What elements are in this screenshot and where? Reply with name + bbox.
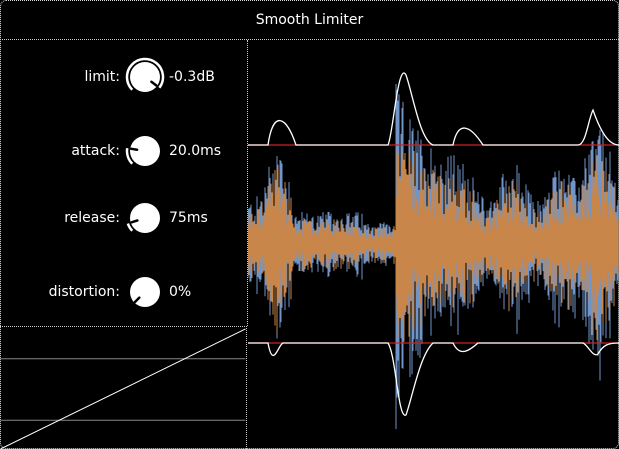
knob-pointer (129, 147, 139, 151)
limit-value: -0.3dB (169, 69, 215, 85)
distortion-knob[interactable] (125, 272, 165, 312)
output-waveform (248, 149, 619, 342)
knob-arc (125, 57, 165, 91)
transfer-curve-graph (0, 326, 247, 449)
title-bar: Smooth Limiter (0, 0, 619, 40)
envelope-lower (248, 342, 619, 416)
release-label: release: (64, 210, 120, 226)
knob-body (130, 203, 160, 233)
output-wave-path (248, 149, 619, 342)
release-knob[interactable] (125, 198, 165, 238)
release-value: 75ms (169, 210, 208, 226)
attack-knob[interactable] (125, 131, 165, 171)
limit-knob[interactable] (125, 57, 165, 97)
attack-control: attack: 20.0ms (0, 129, 247, 173)
window-title: Smooth Limiter (255, 12, 364, 28)
limit-control: limit: -0.3dB (0, 55, 247, 99)
knob-arc (126, 223, 134, 232)
waveform-display (248, 72, 619, 429)
knob-body (130, 62, 160, 92)
attack-value: 20.0ms (169, 143, 222, 159)
envelope-upper (248, 72, 619, 146)
transfer-curve-line (0, 328, 246, 449)
release-control: release: 75ms (0, 196, 247, 240)
distortion-label: distortion: (48, 284, 120, 300)
distortion-control: distortion: 0% (0, 270, 247, 314)
knob-arc (125, 147, 134, 165)
attack-label: attack: (71, 143, 120, 159)
knob-body (130, 136, 160, 166)
controls-panel: limit: -0.3dB attack: 20.0ms release: 75… (0, 40, 248, 326)
knob-pointer (133, 296, 141, 304)
knob-pointer (150, 80, 158, 87)
limit-label: limit: (84, 69, 120, 85)
knob-pointer (130, 219, 139, 224)
distortion-value: 0% (169, 284, 192, 300)
